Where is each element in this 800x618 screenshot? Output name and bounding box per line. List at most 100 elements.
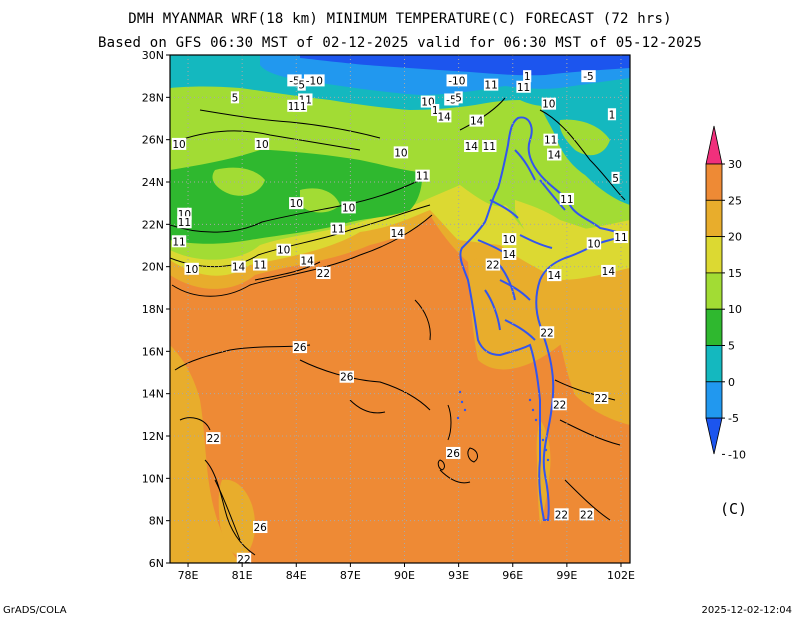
colorbar-label: 25 xyxy=(728,194,742,207)
contour-label: 26 xyxy=(447,448,461,460)
lon-label: 78E xyxy=(178,569,199,582)
contour-label: -5 xyxy=(583,71,593,83)
contour-label: 11 xyxy=(544,135,557,147)
contour-label: 22 xyxy=(486,260,499,272)
contour-label: 22 xyxy=(540,327,553,339)
contour-label: 10 xyxy=(172,139,185,151)
contour-label-bg xyxy=(446,446,461,459)
contour-label-bg xyxy=(330,222,345,235)
lat-label: 14N xyxy=(142,388,164,401)
colorbar-segment xyxy=(705,308,723,346)
contour-label: -5 xyxy=(289,75,299,87)
contour-label-bg xyxy=(299,254,315,267)
contour-label-bg xyxy=(276,243,291,256)
contour-label-bg xyxy=(593,391,609,404)
contour-label-bg xyxy=(254,137,270,150)
map-grid xyxy=(170,55,630,563)
contour-label-bg xyxy=(316,267,331,280)
contour-label: 10 xyxy=(502,234,515,246)
contour-label: 5 xyxy=(232,92,239,104)
colorbar-segment xyxy=(705,236,723,274)
lat-label: 22N xyxy=(142,218,164,231)
contour-label: 11 xyxy=(331,224,344,236)
contour-label: 22 xyxy=(553,399,566,411)
lat-label: 24N xyxy=(142,176,164,189)
colorbar-label: 5 xyxy=(728,340,735,353)
contour-label: 10 xyxy=(587,238,600,250)
lon-label: 93E xyxy=(448,569,469,582)
contour-label: 22 xyxy=(555,509,568,521)
contour-label: 11 xyxy=(484,80,497,92)
colorbar-label: 10 xyxy=(728,303,742,316)
contour-label: 10 xyxy=(542,99,555,111)
contour-label: -5 xyxy=(446,94,456,106)
contour-label: 22 xyxy=(237,554,250,566)
contour-label-bg xyxy=(547,148,562,161)
contour-label: 14 xyxy=(548,149,562,161)
footer-timestamp: 2025-12-02-12:04 xyxy=(701,605,792,616)
contour-label: 11 xyxy=(172,236,185,248)
contour-label-bg xyxy=(482,140,497,153)
contour-label-bg xyxy=(547,269,562,282)
colorbar-label: 30 xyxy=(728,158,742,171)
lon-label: 87E xyxy=(340,569,361,582)
contour-label-bg xyxy=(390,226,405,239)
contour-label-bg xyxy=(469,114,484,127)
contour-label-bg xyxy=(252,521,268,534)
contour-label: 26 xyxy=(293,342,307,354)
contour-label-bg xyxy=(341,201,356,214)
contour-label: 11 xyxy=(416,171,429,183)
contour-label-bg xyxy=(252,258,268,271)
colorbar-segment xyxy=(705,163,723,201)
colorbar-label: 20 xyxy=(728,231,742,244)
contour-label-bg xyxy=(586,237,602,250)
contour-label: 10 xyxy=(255,139,268,151)
contour-label: 14 xyxy=(470,116,484,128)
contour-label: 5 xyxy=(298,80,305,92)
contour-label-bg xyxy=(552,398,567,411)
contour-label: 5 xyxy=(455,92,462,104)
contour-label: 10 xyxy=(185,264,198,276)
contour-label-bg xyxy=(501,247,517,260)
contour-label: 14 xyxy=(391,228,405,240)
contour-label-bg xyxy=(431,104,440,117)
map-title: DMH MYANMAR WRF(18 km) MINIMUM TEMPERATU… xyxy=(128,11,672,27)
contour-label: 10 xyxy=(342,202,355,214)
contour-label: 11 xyxy=(483,141,496,153)
lon-label: 99E xyxy=(556,569,577,582)
lat-label: 18N xyxy=(142,303,164,316)
contour-label: 1 xyxy=(524,71,531,83)
contour-label: 11 xyxy=(614,232,627,244)
contour-label-bg xyxy=(171,235,187,248)
contour-label-bg xyxy=(516,80,531,93)
colorbar-cap-top xyxy=(705,125,723,165)
contour-label: 14 xyxy=(548,270,562,282)
contour-label-bg xyxy=(464,140,479,153)
contour-label: 10 xyxy=(394,147,407,159)
contour-label-bg xyxy=(613,231,629,244)
contour-label: 11 xyxy=(178,217,191,229)
contour-label: -10 xyxy=(306,75,323,87)
contour-label-bg xyxy=(581,70,596,83)
contour-label-bg xyxy=(543,133,558,146)
contour-label-bg xyxy=(601,264,616,277)
contour-label: 22 xyxy=(580,509,593,521)
contour-label-bg xyxy=(607,108,617,121)
contour-label: 1 xyxy=(609,109,616,121)
contour-label: 10 xyxy=(277,245,290,257)
lat-label: 6N xyxy=(149,557,164,570)
colorbar-label: -10 xyxy=(728,448,746,461)
contour-label-bg xyxy=(177,216,192,229)
colorbar-segment xyxy=(705,381,723,419)
contour-label-bg xyxy=(436,110,452,123)
contour-label: 11 xyxy=(254,260,267,272)
contour-label-bg xyxy=(339,370,354,383)
lat-label: 16N xyxy=(142,345,164,358)
contour-label: 14 xyxy=(438,111,452,123)
colorbar: 30 25 20 15 10 5 0 -5 -10 xyxy=(705,125,746,461)
contour-label-bg xyxy=(393,146,409,159)
contour-label: 14 xyxy=(300,255,314,267)
contour-label: 26 xyxy=(340,372,354,384)
lat-label: 10N xyxy=(142,472,164,485)
